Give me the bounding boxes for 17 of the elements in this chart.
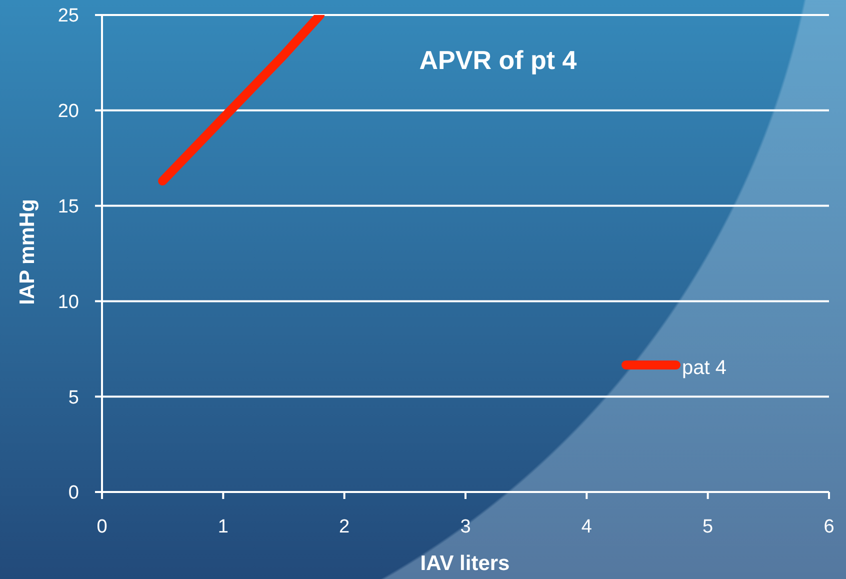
text: APVR of pt 4 [419,45,577,75]
x-tick-label: 0 [96,516,108,538]
y-tick-label: 10 [58,292,79,313]
x-tick-label: 1 [218,516,228,538]
y-axis-title: IAP mmHg [16,199,40,305]
x-tick-label: 2 [339,516,350,538]
y-tick-label: 25 [58,6,79,27]
x-tick-label: 6 [824,516,834,538]
y-tick-label: 0 [68,482,79,504]
legend-label: pat 4 [682,356,726,380]
x-tick-label: 3 [460,516,471,538]
y-tick-label: 5 [68,387,79,408]
x-tick-label: 4 [581,516,592,538]
x-tick-label: 5 [702,516,714,538]
x-axis-title: IAV liters [420,552,510,576]
y-tick-label: 15 [58,196,79,218]
y-tick-label: 20 [58,101,79,122]
